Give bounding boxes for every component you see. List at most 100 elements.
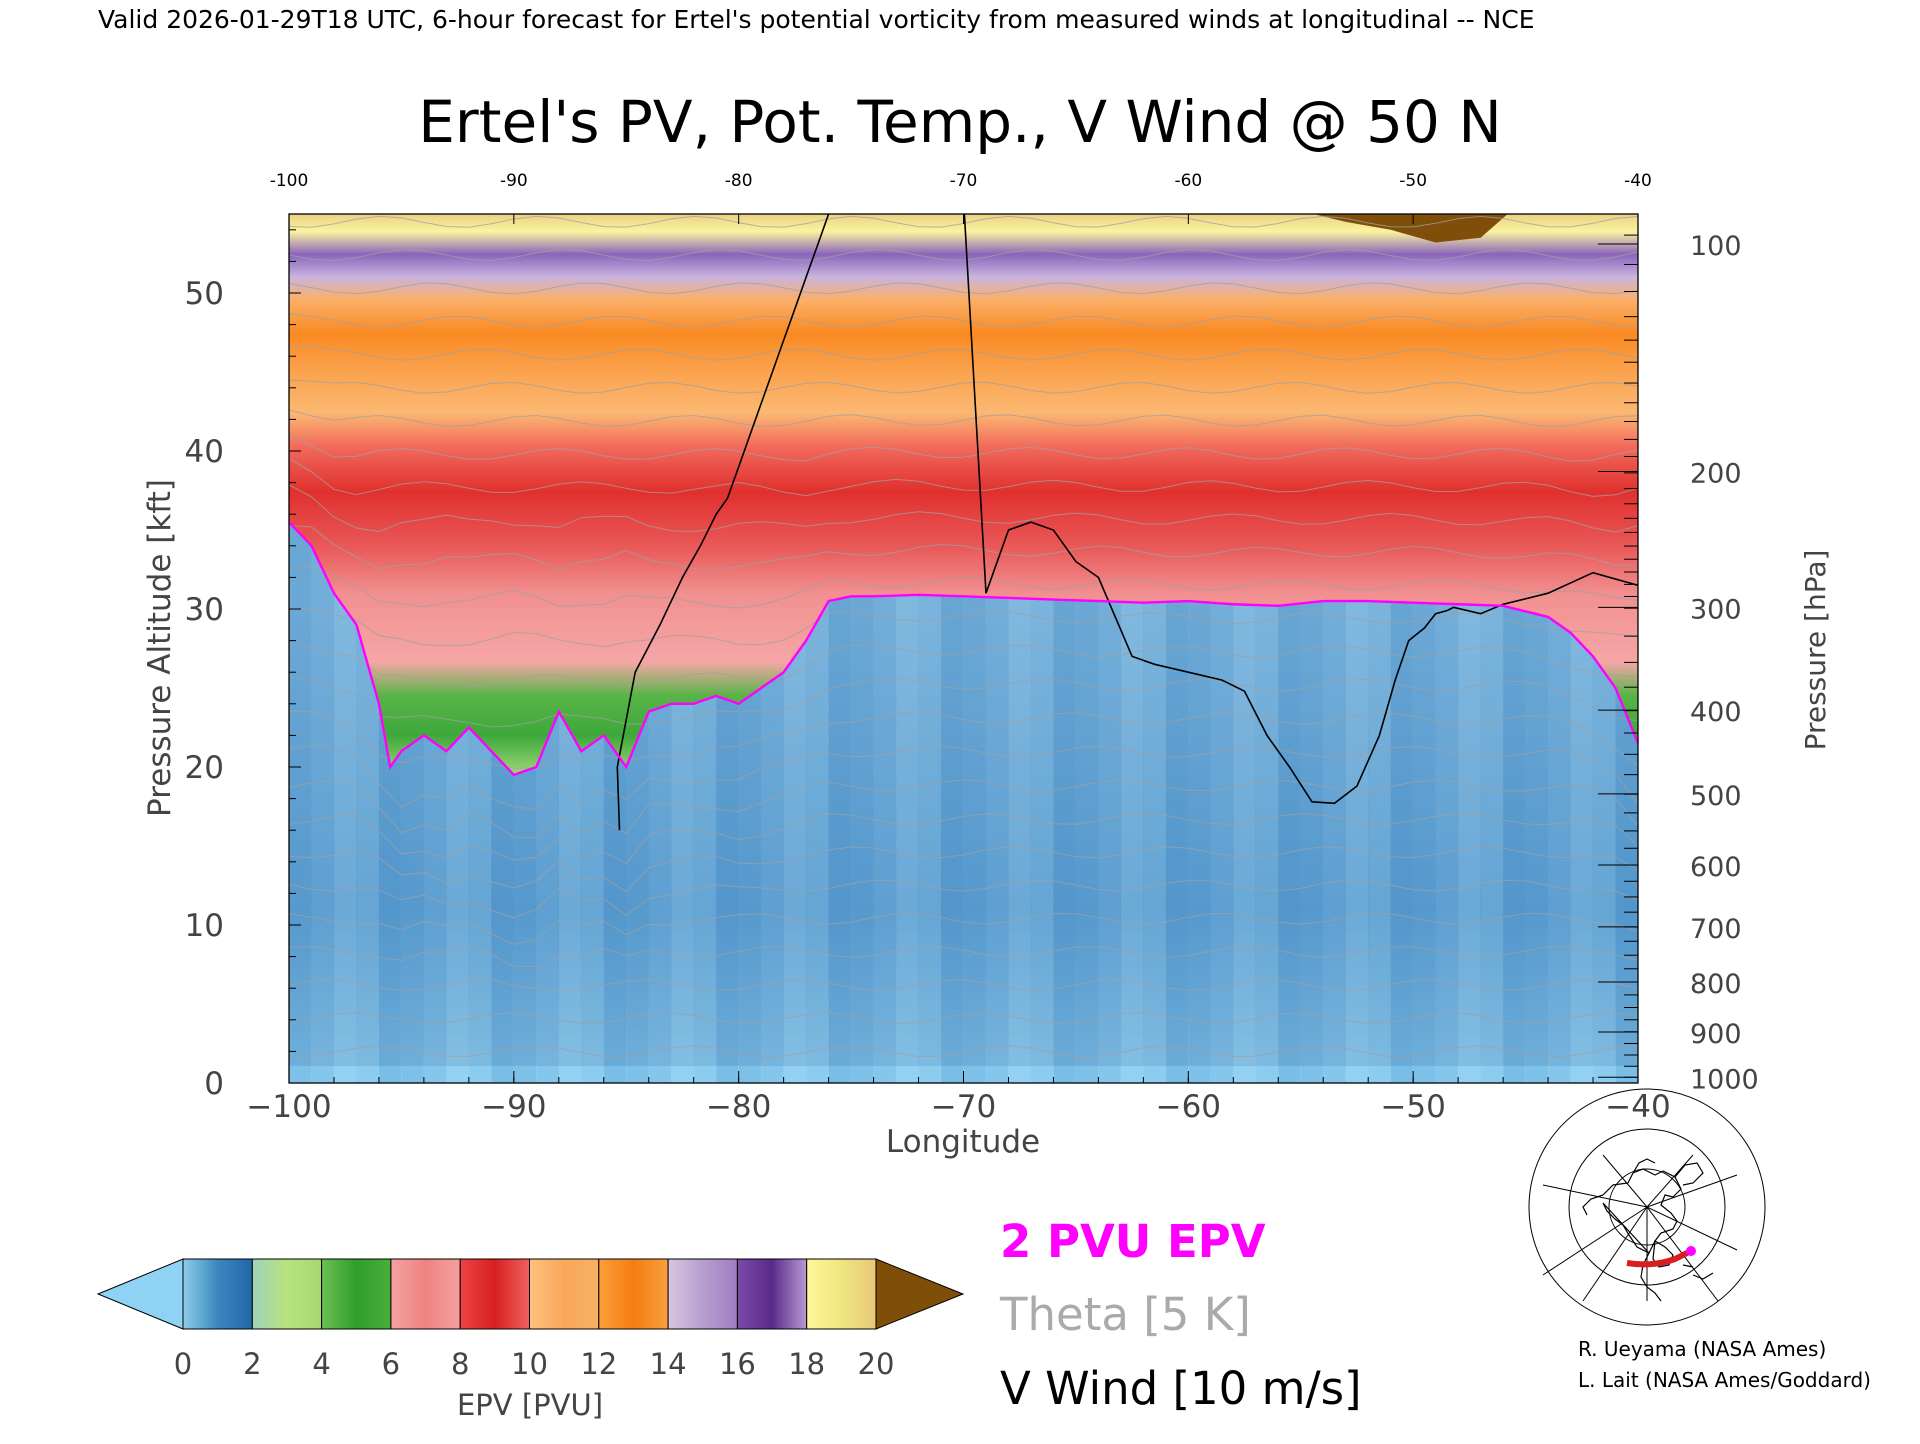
- map-meridian: [1646, 1154, 1694, 1208]
- map-meridian: [1602, 1154, 1648, 1208]
- x-axis: −100 −90 −80 −70 −60 −50 −40: [246, 214, 1671, 1125]
- theta-contour-line: [289, 912, 1638, 946]
- y-tick-label: 40: [185, 434, 224, 470]
- pressure-tick-label: 400: [1690, 697, 1742, 728]
- theta-contour-line: [289, 282, 1638, 295]
- theta-contour-line: [289, 846, 1638, 893]
- pressure-tick-label: 800: [1690, 969, 1742, 1000]
- colorbar-segment: [182, 1258, 253, 1330]
- colorbar-tick-label: 0: [174, 1347, 192, 1381]
- theta-contour-line: [289, 249, 1638, 262]
- pressure-tick-label: 200: [1690, 459, 1742, 490]
- theta-contour-line: [289, 643, 1638, 687]
- y-tick-label: 20: [185, 750, 224, 786]
- theta-contour-line: [289, 409, 1638, 428]
- pressure-tick-label: 500: [1690, 781, 1742, 812]
- map-meridian: [1542, 1206, 1648, 1276]
- colorbar-ticks: 0 2 4 6 8 10 12 14 16 18 20: [174, 1347, 895, 1381]
- colorbar-segment: [736, 1258, 808, 1330]
- plot-area: −100 −90 −80 −70 −60 −50 −40 -100 -90 -80 -70 -60-…: [142, 171, 1832, 1160]
- colorbar-segment: [390, 1258, 461, 1330]
- theta-contour-line: [289, 346, 1638, 361]
- x-tick-label: −50: [1380, 1089, 1445, 1125]
- pressure-tick-label: 100: [1690, 231, 1742, 262]
- y-axis-label: Pressure Altitude [kft]: [142, 479, 178, 817]
- theta-contour-line: [289, 675, 1638, 728]
- colorbar-segment: [459, 1258, 531, 1330]
- colorbar-tick-label: 12: [580, 1347, 617, 1381]
- colorbar-tick-label: 2: [243, 1347, 261, 1381]
- valid-time-header: Valid 2026-01-29T18 UTC, 6-hour forecast…: [98, 5, 1535, 34]
- x-top-tick-label: -70: [950, 171, 978, 191]
- x-tick-label: −80: [706, 1089, 771, 1125]
- colorbar-segment: [321, 1258, 392, 1330]
- colorbar-segment: [806, 1258, 877, 1330]
- colorbar-segment: [251, 1258, 323, 1330]
- x-axis-top: -100 -90 -80 -70 -60 -50 -40: [270, 171, 1652, 191]
- map-meridian: [1582, 1206, 1648, 1302]
- map-track-end-marker: [1686, 1246, 1696, 1256]
- x-axis-label: Longitude: [886, 1124, 1040, 1160]
- theta-contour-line: [289, 979, 1638, 992]
- map-coastline: [1582, 1158, 1714, 1302]
- pressure-tick-label: 1000: [1690, 1064, 1759, 1095]
- stratosphere-pv-fill: [289, 214, 1638, 775]
- legend-epv-contour: 2 PVU EPV: [1000, 1215, 1266, 1268]
- colorbar-segment: [529, 1258, 600, 1330]
- colorbar-tick-label: 4: [312, 1347, 330, 1381]
- y-axis-altitude: 0 10 20 30 40 50: [185, 229, 301, 1102]
- y-axis-pressure: 1000 900 800 700 600 500 400 300 200 100: [1598, 231, 1759, 1095]
- chart-title: Ertel's PV, Pot. Temp., V Wind @ 50 N: [418, 88, 1501, 156]
- credit-line-2: L. Lait (NASA Ames/Goddard): [1578, 1368, 1871, 1392]
- x-tick-label: −60: [1156, 1089, 1221, 1125]
- map-meridian: [1646, 1206, 1738, 1251]
- colorbar-tick-label: 6: [382, 1347, 400, 1381]
- map-latitude-circle: [1528, 1088, 1766, 1326]
- colorbar-tick-label: 14: [650, 1347, 687, 1381]
- map-cross-section-track: [1626, 1248, 1693, 1268]
- colorbar: 0 2 4 6 8 10 12 14 16 18 20 EPV [PVU]: [96, 1258, 965, 1422]
- y-tick-label: 0: [204, 1066, 224, 1102]
- theta-contour-line: [289, 745, 1638, 811]
- theta-contour-line: [289, 1012, 1638, 1025]
- v-wind-zero-contour: [616, 214, 1638, 831]
- theta-contour-line: [289, 379, 1638, 394]
- y-tick-label: 10: [185, 908, 224, 944]
- credit-line-1: R. Ueyama (NASA Ames): [1578, 1337, 1826, 1361]
- x-top-tick-label: -100: [270, 171, 309, 191]
- theta-contour-line: [289, 879, 1638, 919]
- theta-contour-line: [289, 779, 1638, 838]
- legend-theta: Theta [5 K]: [999, 1288, 1251, 1341]
- pressure-tick-label: 900: [1690, 1019, 1742, 1050]
- pressure-tick-label: 600: [1690, 852, 1742, 883]
- pv-2-contour: [289, 521, 1638, 777]
- x-tick-label: −90: [481, 1089, 546, 1125]
- colorbar-segments: [182, 1258, 877, 1330]
- theta-contour-line: [289, 313, 1638, 328]
- x-top-tick-label: -60: [1174, 171, 1202, 191]
- y2-axis-label: Pressure [hPa]: [1799, 550, 1832, 751]
- colorbar-under-triangle: [96, 1258, 184, 1330]
- colorbar-segment: [667, 1258, 738, 1330]
- x-tick-label: −100: [246, 1089, 331, 1125]
- theta-contour-line: [289, 566, 1638, 609]
- colorbar-over-triangle: [875, 1258, 965, 1330]
- legend-v-wind: V Wind [10 m/s]: [1000, 1362, 1362, 1415]
- theta-contour-line: [289, 434, 1638, 462]
- theta-contour-line: [289, 813, 1638, 865]
- theta-contour-line: [289, 484, 1638, 533]
- y-tick-label: 50: [185, 276, 224, 312]
- map-frame: [1543, 1155, 1737, 1301]
- colorbar-tick-label: 8: [451, 1347, 469, 1381]
- north-america-locator-map: [1528, 1088, 1766, 1326]
- x-tick-label: −70: [931, 1089, 996, 1125]
- pressure-tick-label: 300: [1690, 594, 1742, 625]
- legend: 2 PVU EPV Theta [5 K] V Wind [10 m/s]: [999, 1215, 1362, 1415]
- colorbar-label: EPV [PVU]: [457, 1388, 603, 1422]
- y-tick-label: 30: [185, 592, 224, 628]
- colorbar-tick-label: 16: [719, 1347, 756, 1381]
- theta-contour-line: [289, 608, 1638, 648]
- theta-contour-line: [289, 710, 1638, 769]
- x-top-tick-label: -50: [1399, 171, 1427, 191]
